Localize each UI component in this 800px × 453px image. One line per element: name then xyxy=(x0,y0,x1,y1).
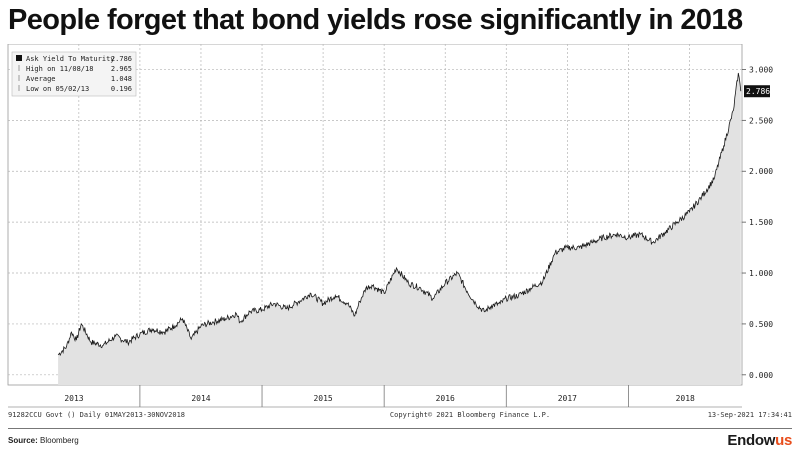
legend-label: Low on 05/02/13 xyxy=(26,85,89,93)
footer-divider xyxy=(8,428,792,429)
source-colon: : xyxy=(35,436,38,445)
footer-security: 91282CCU Govt () Daily 01MAY2013-30NOV20… xyxy=(8,411,185,419)
chart-container: 0.000 0.500 1.000 1.500 2.000 2.500 3.000 2.786… xyxy=(0,43,800,422)
year-label: 2014 xyxy=(191,394,210,403)
current-value-tag xyxy=(744,85,770,98)
page-title: People forget that bond yields rose sign… xyxy=(8,4,743,36)
year-label: 2018 xyxy=(676,394,695,403)
y-tick-label: 0.500 xyxy=(749,320,773,329)
year-label: 2017 xyxy=(558,394,577,403)
year-label: 2016 xyxy=(436,394,455,403)
brand-accent: us xyxy=(775,432,792,449)
legend-value: 2.965 xyxy=(111,65,132,73)
yield-area xyxy=(58,73,741,385)
year-label: 2015 xyxy=(313,394,332,403)
footer-timestamp: 13-Sep-2021 17:34:41 xyxy=(708,411,792,419)
current-value-label: 2.786 xyxy=(746,87,770,96)
source-label: Source xyxy=(8,436,36,445)
source-note: Source: Bloomberg xyxy=(8,436,79,445)
area-fill xyxy=(57,72,742,385)
legend-label: Ask Yield To Maturity xyxy=(26,55,115,63)
axes: 0.000 0.500 1.000 1.500 2.000 2.500 3.000 2.786… xyxy=(8,65,773,408)
y-tick-label: 0.000 xyxy=(749,371,773,380)
source-value: Bloomberg xyxy=(40,436,79,445)
brand-main: Endow xyxy=(727,432,776,449)
footer-copyright: Copyright© 2021 Bloomberg Finance L.P. xyxy=(390,411,550,419)
legend-value: 1.048 xyxy=(111,75,132,83)
chart-footer: 91282CCU Govt () Daily 01MAY2013-30NOV20… xyxy=(8,411,792,419)
brand-logo: Endowus xyxy=(727,432,792,449)
y-tick-label: 2.000 xyxy=(749,167,773,176)
legend-label: Average xyxy=(26,75,56,83)
legend-box xyxy=(11,51,137,97)
year-label: 2013 xyxy=(64,394,83,403)
legend-swatch xyxy=(16,55,22,61)
y-tick-label: 1.500 xyxy=(749,218,773,227)
y-tick-label: 2.500 xyxy=(749,116,773,125)
yield-line xyxy=(57,72,742,357)
y-tick-label: 3.000 xyxy=(749,65,773,74)
yield-chart: 0.000 0.500 1.000 1.500 2.000 2.500 3.000 2.786… xyxy=(7,43,792,419)
legend-value: 2.786 xyxy=(111,55,132,63)
legend-value: 0.196 xyxy=(111,85,132,93)
y-tick-label: 1.000 xyxy=(749,269,773,278)
legend-label: High on 11/08/18 xyxy=(26,65,93,73)
